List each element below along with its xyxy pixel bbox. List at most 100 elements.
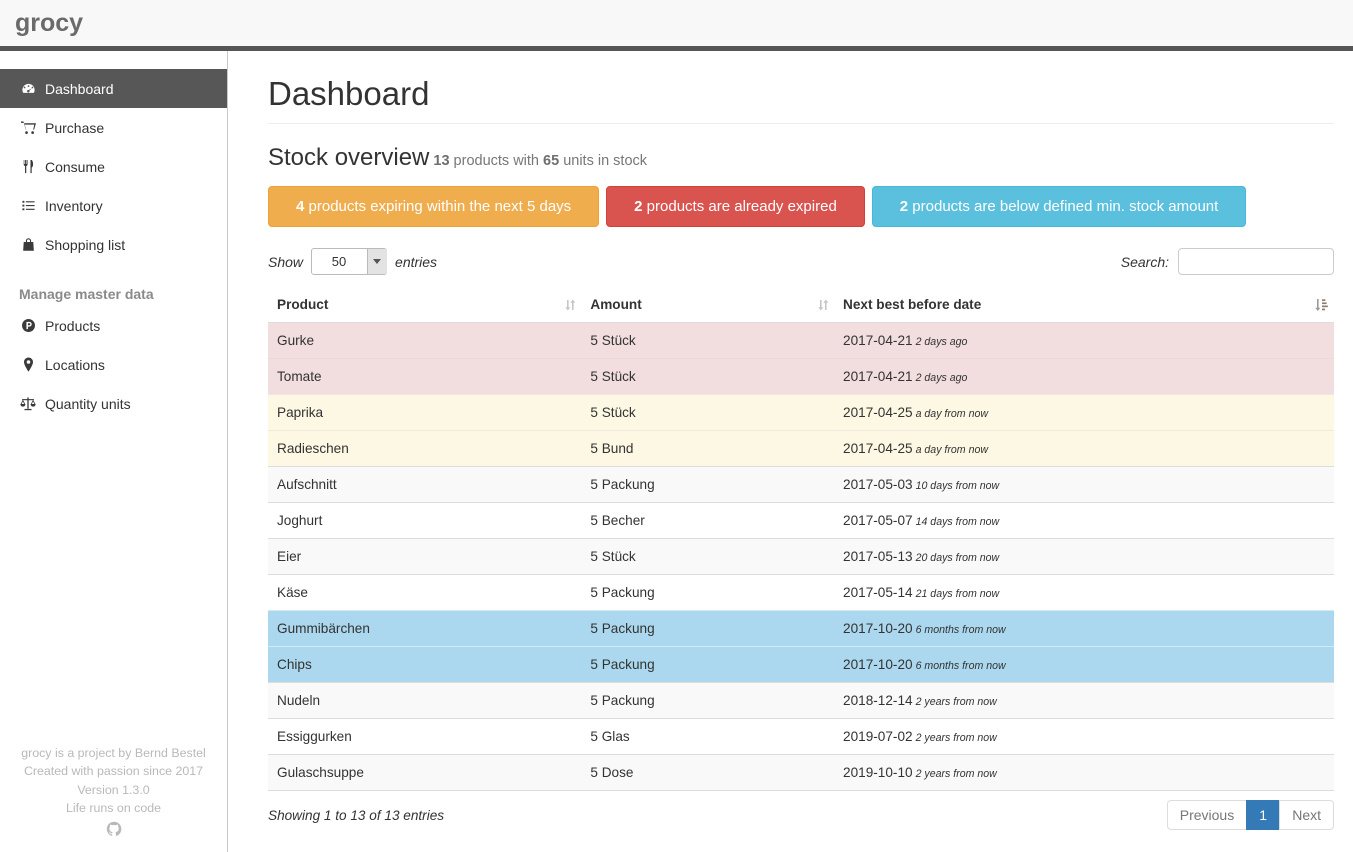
- pagination-page-1-button[interactable]: 1: [1246, 800, 1281, 830]
- date-value: 2017-05-13: [843, 549, 913, 564]
- product-cell: Käse: [268, 574, 582, 611]
- date-cell: 2019-10-10 2 years from now: [834, 754, 1334, 791]
- product-cell: Tomate: [268, 358, 582, 395]
- table-row: Aufschnitt 5 Packung 2017-05-03 10 days f…: [268, 466, 1334, 503]
- table-row: Joghurt 5 Becher 2017-05-07 14 days from …: [268, 502, 1334, 539]
- sidebar-item-shopping-list[interactable]: Shopping list: [0, 225, 227, 264]
- search-input[interactable]: [1178, 248, 1334, 275]
- amount-cell: 5 Becher: [581, 502, 835, 539]
- date-value: 2017-04-25: [843, 405, 913, 420]
- sidebar-item-products[interactable]: Products: [0, 306, 227, 345]
- date-cell: 2018-12-14 2 years from now: [834, 682, 1334, 719]
- main-content: Dashboard Stock overview 13 products with…: [229, 51, 1353, 852]
- date-cell: 2017-05-13 20 days from now: [834, 538, 1334, 575]
- balance-scale-icon: [19, 396, 37, 411]
- product-cell: Gulaschsuppe: [268, 754, 582, 791]
- date-cell: 2017-04-25 a day from now: [834, 430, 1334, 467]
- date-value: 2019-10-10: [843, 765, 913, 780]
- product-cell: Joghurt: [268, 502, 582, 539]
- amount-cell: 5 Stück: [581, 322, 835, 359]
- sidebar-item-dashboard[interactable]: Dashboard: [0, 69, 227, 108]
- amount-cell: 5 Stück: [581, 394, 835, 431]
- sidebar-item-inventory[interactable]: Inventory: [0, 186, 227, 225]
- sort-amount-asc-icon: [1314, 298, 1328, 311]
- footer-line: Life runs on code: [65, 801, 162, 815]
- expired-products-button[interactable]: 2 products are already expired: [606, 186, 865, 227]
- date-cell: 2017-04-25 a day from now: [834, 394, 1334, 431]
- column-header-next-best-before-date[interactable]: Next best before date: [834, 287, 1334, 323]
- sidebar-item-purchase[interactable]: Purchase: [0, 108, 227, 147]
- date-relative: a day from now: [915, 444, 989, 456]
- sidebar-item-consume[interactable]: Consume: [0, 147, 227, 186]
- amount-cell: 5 Stück: [581, 358, 835, 395]
- sidebar-item-label: Shopping list: [45, 236, 126, 253]
- table-row: Paprika 5 Stück 2017-04-25 a day from now: [268, 394, 1334, 431]
- column-header-amount[interactable]: Amount: [581, 287, 835, 323]
- table-row: Nudeln 5 Packung 2018-12-14 2 years from …: [268, 682, 1334, 719]
- utensils-icon: [19, 159, 37, 174]
- expiring-products-button[interactable]: 4 products expiring within the next 5 da…: [268, 186, 600, 227]
- date-cell: 2017-10-20 6 months from now: [834, 646, 1334, 683]
- product-cell: Radieschen: [268, 430, 582, 467]
- sidebar-item-label: Locations: [45, 356, 105, 373]
- product-cell: Aufschnitt: [268, 466, 582, 503]
- table-row: Eier 5 Stück 2017-05-13 20 days from now: [268, 538, 1334, 575]
- shopping-bag-icon: [19, 237, 37, 252]
- date-relative: 6 months from now: [915, 660, 1006, 672]
- shopping-cart-icon: [19, 120, 37, 135]
- date-cell: 2019-07-02 2 years from now: [834, 718, 1334, 755]
- amount-cell: 5 Bund: [581, 430, 835, 467]
- date-value: 2017-04-25: [843, 441, 913, 456]
- sidebar-item-quantity-units[interactable]: Quantity units: [0, 384, 227, 423]
- column-header-product[interactable]: Product: [268, 287, 582, 323]
- sort-both-icon: [817, 298, 829, 311]
- date-cell: 2017-05-07 14 days from now: [834, 502, 1334, 539]
- product-cell: Chips: [268, 646, 582, 683]
- product-cell: Nudeln: [268, 682, 582, 719]
- sort-both-icon: [564, 298, 576, 311]
- sidebar: Dashboard Purchase Consume Inventory Sho…: [0, 51, 228, 852]
- footer-line: grocy is a project by Bernd Bestel: [21, 745, 206, 760]
- show-label: Show: [268, 253, 304, 270]
- github-icon[interactable]: [106, 821, 122, 837]
- list-icon: [19, 198, 37, 213]
- amount-cell: 5 Packung: [581, 646, 835, 683]
- divider: [268, 123, 1334, 124]
- date-value: 2018-12-14: [843, 693, 913, 708]
- page-length-select[interactable]: 50: [311, 248, 388, 275]
- pagination-next-button[interactable]: Next: [1279, 800, 1334, 830]
- date-relative: 2 years from now: [915, 768, 997, 780]
- top-navbar: grocy: [0, 0, 1353, 51]
- amount-cell: 5 Packung: [581, 610, 835, 647]
- date-relative: 2 years from now: [915, 696, 997, 708]
- table-header-row: Product Amount Next best before date: [268, 287, 1334, 323]
- amount-cell: 5 Packung: [581, 466, 835, 503]
- table-row: Gurke 5 Stück 2017-04-21 2 days ago: [268, 322, 1334, 359]
- date-cell: 2017-10-20 6 months from now: [834, 610, 1334, 647]
- sidebar-item-label: Products: [45, 317, 101, 334]
- date-value: 2017-05-03: [843, 477, 913, 492]
- date-cell: 2017-05-14 21 days from now: [834, 574, 1334, 611]
- date-cell: 2017-04-21 2 days ago: [834, 358, 1334, 395]
- table-info: Showing 1 to 13 of 13 entries: [268, 807, 445, 823]
- product-cell: Paprika: [268, 394, 582, 431]
- date-value: 2017-05-07: [843, 513, 913, 528]
- below-min-stock-button[interactable]: 2 products are below defined min. stock …: [871, 186, 1247, 227]
- product-cell: Eier: [268, 538, 582, 575]
- date-value: 2017-10-20: [843, 621, 913, 636]
- date-cell: 2017-04-21 2 days ago: [834, 322, 1334, 359]
- pagination-previous-button[interactable]: Previous: [1166, 800, 1248, 830]
- stock-overview-heading: Stock overview 13 products with 65 units …: [268, 144, 1334, 172]
- date-relative: 2 years from now: [915, 732, 997, 744]
- sidebar-item-locations[interactable]: Locations: [0, 345, 227, 384]
- product-hunt-icon: [19, 318, 37, 333]
- date-value: 2017-05-14: [843, 585, 913, 600]
- alert-buttons: 4 products expiring within the next 5 da…: [268, 186, 1334, 227]
- sidebar-footer: grocy is a project by Bernd Bestel Creat…: [0, 744, 227, 843]
- table-row: Gulaschsuppe 5 Dose 2019-10-10 2 years fr…: [268, 754, 1334, 791]
- table-row: Chips 5 Packung 2017-10-20 6 months from …: [268, 646, 1334, 683]
- sidebar-item-label: Purchase: [45, 119, 105, 136]
- stock-summary: 13 products with 65 units in stock: [433, 153, 648, 169]
- amount-cell: 5 Packung: [581, 574, 835, 611]
- app-logo[interactable]: grocy: [15, 9, 84, 37]
